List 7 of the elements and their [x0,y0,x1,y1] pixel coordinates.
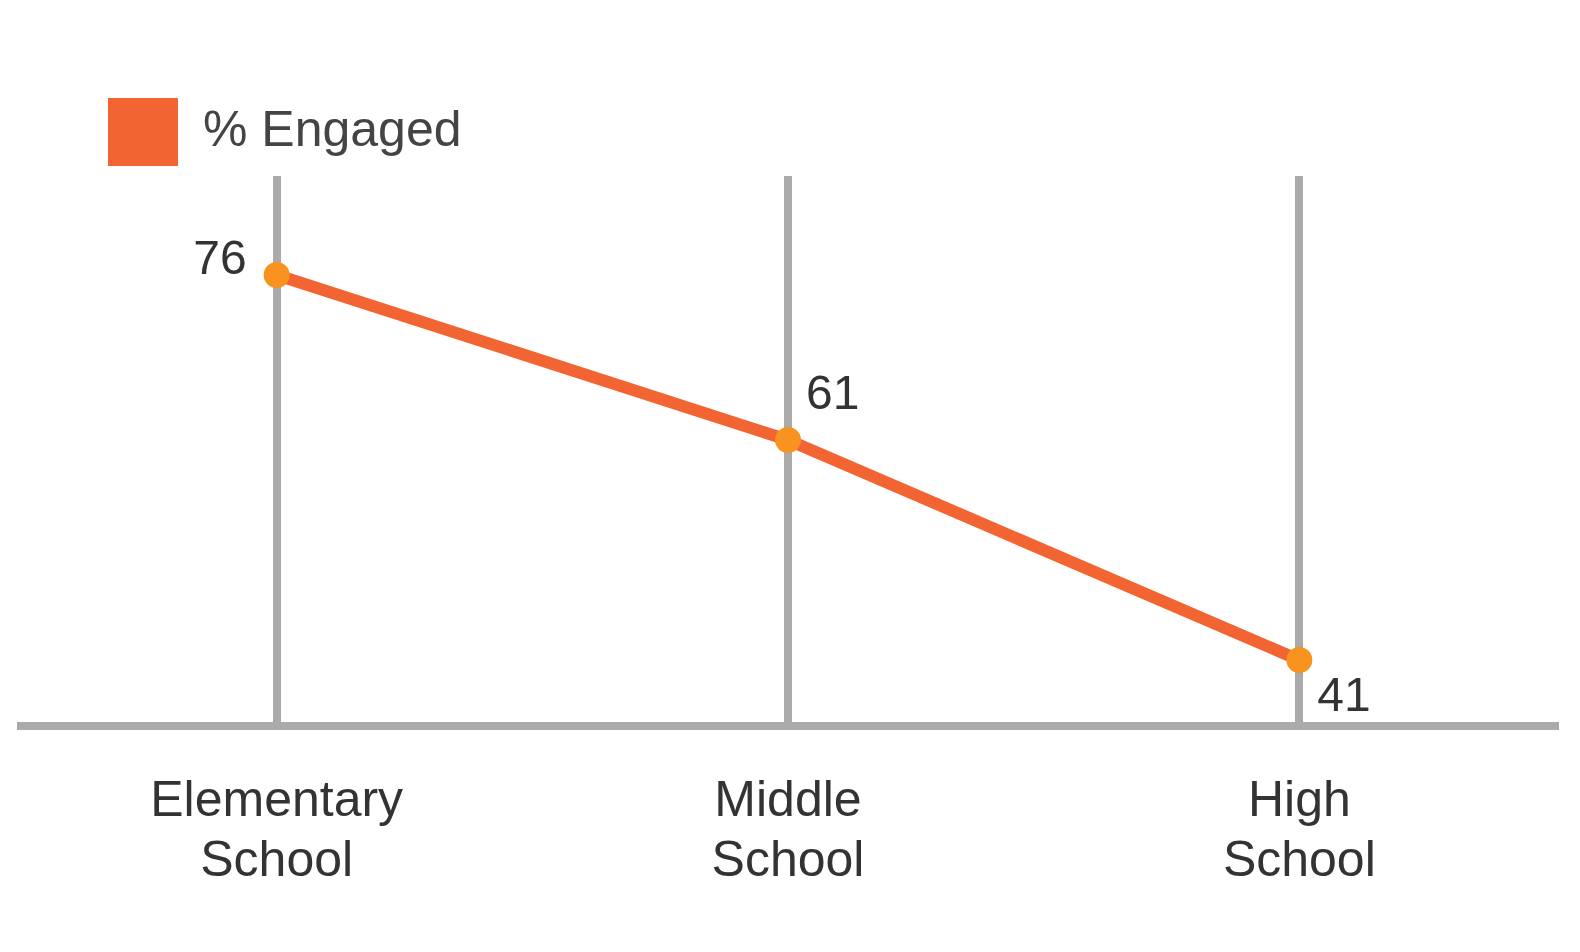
data-label: 76 [193,231,247,285]
data-label: 61 [806,366,860,420]
legend-label: % Engaged [203,100,462,157]
x-tick-label: Elementary School [150,770,404,887]
x-tick-label: Middle School [711,770,865,887]
data-label: 41 [1317,668,1371,722]
x-tick-label: High School [1222,770,1376,887]
